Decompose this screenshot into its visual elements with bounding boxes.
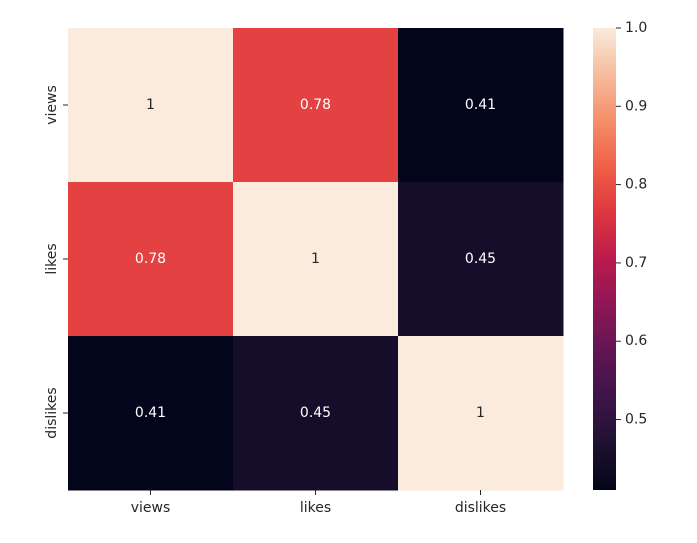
x-axis: views likes dislikes [131, 490, 506, 516]
cell-value-label: 0.41 [135, 405, 166, 421]
heatmap-cell [68, 182, 234, 337]
heatmap-cell [398, 336, 564, 491]
cell-value-label: 0.41 [465, 97, 496, 113]
colorbar-tick-label: 0.8 [625, 177, 647, 193]
cell-value-label: 1 [311, 251, 320, 267]
colorbar-tick-label: 0.9 [625, 98, 647, 114]
colorbar-tick-label: 0.6 [625, 333, 647, 349]
colorbar-tick-label: 0.5 [625, 412, 647, 428]
cell-value-label: 1 [146, 97, 155, 113]
heatmap-cell [233, 28, 399, 183]
y-tick-label: likes [44, 243, 60, 274]
cell-value-label: 0.45 [300, 405, 331, 421]
colorbar-tick-label: 0.7 [625, 255, 647, 271]
colorbar-tick-label: 1.0 [625, 20, 647, 36]
y-axis: views likes dislikes [44, 85, 68, 439]
heatmap-cell [398, 182, 564, 337]
heatmap-cells [68, 28, 564, 491]
heatmap-cell [68, 336, 234, 491]
heatmap-cell [233, 336, 399, 491]
colorbar: 0.5 0.6 0.7 0.8 0.9 1.0 [593, 20, 647, 490]
cell-value-label: 0.45 [465, 251, 496, 267]
cell-value-label: 0.78 [135, 251, 166, 267]
heatmap-cell [68, 28, 234, 183]
heatmap-cell [398, 28, 564, 183]
x-tick-label: likes [300, 500, 331, 516]
x-tick-label: views [131, 500, 171, 516]
colorbar-gradient [593, 28, 616, 490]
y-tick-label: dislikes [44, 387, 60, 438]
heatmap-cell-labels: 1 0.78 0.41 0.78 1 0.45 0.41 0.45 1 [135, 97, 496, 421]
heatmap-cell [233, 182, 399, 337]
x-tick-label: dislikes [455, 500, 506, 516]
y-tick-label: views [44, 85, 60, 125]
cell-value-label: 0.78 [300, 97, 331, 113]
cell-value-label: 1 [476, 405, 485, 421]
